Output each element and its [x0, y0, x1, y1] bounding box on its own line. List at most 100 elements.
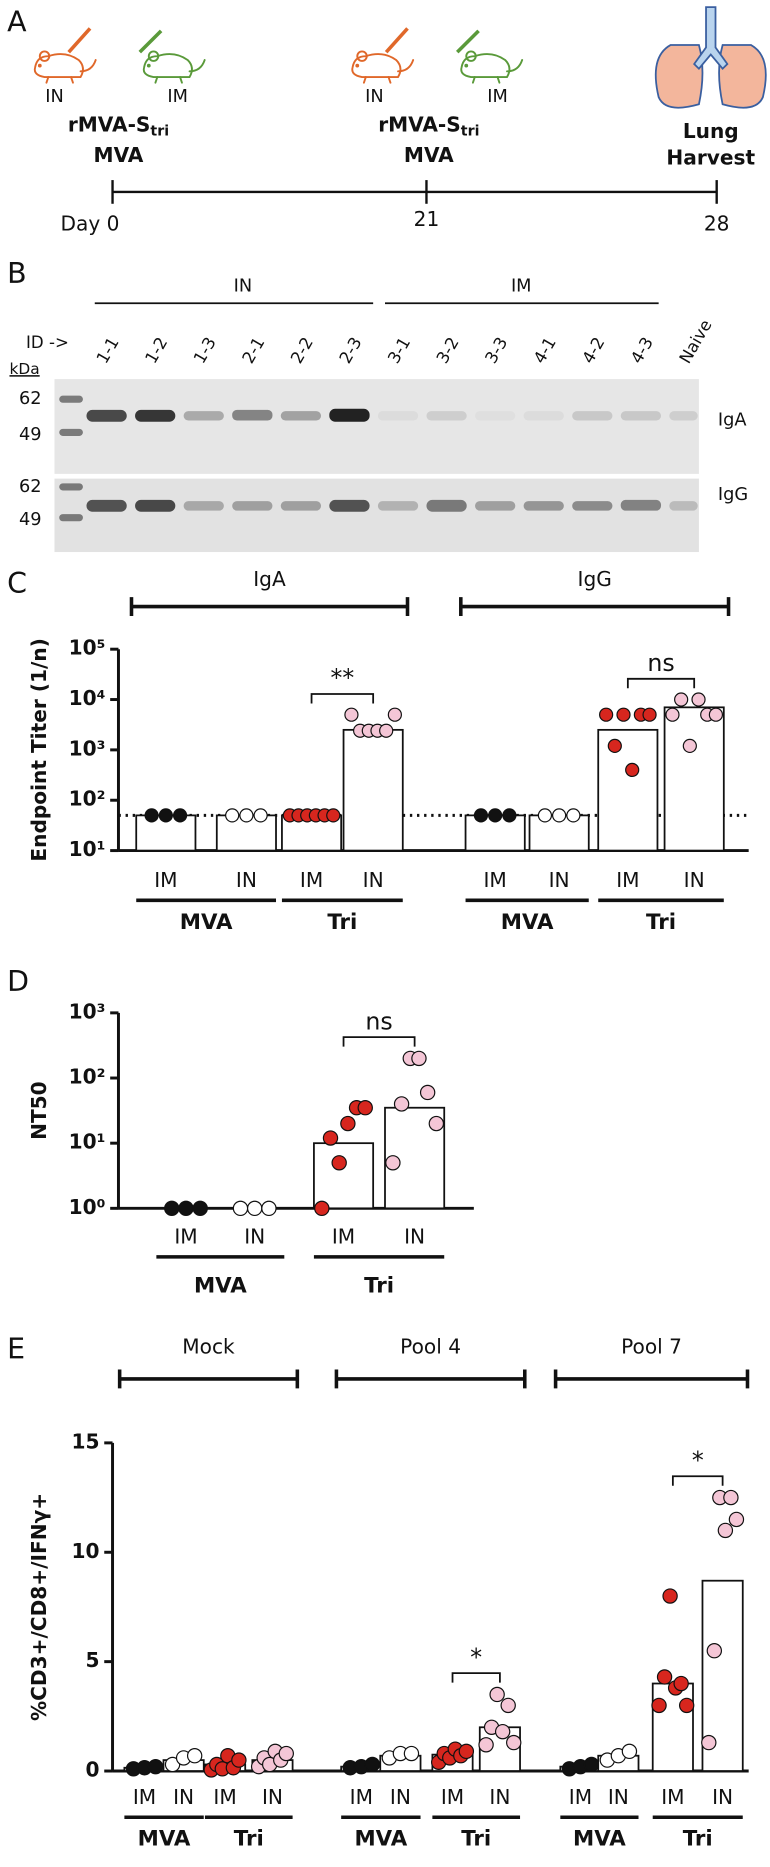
route-label: IM [487, 87, 508, 107]
group-label: MVA [194, 1274, 247, 1299]
data-point [428, 1115, 445, 1132]
chart-panel: E %CD3+/CD8+/IFNγ+ 0 5 10 15 IM IN IM IN IM IN IM IN I… [7, 1332, 750, 1852]
data-point [147, 1758, 164, 1775]
data-point [621, 1743, 638, 1760]
data-point [253, 808, 268, 823]
timeline-label: Day 0 [61, 212, 120, 236]
harvest-label: Lung [683, 119, 739, 143]
significance-label: * [692, 1447, 704, 1475]
data-point [158, 808, 173, 823]
marker-label: 49 [19, 510, 42, 530]
x-tick-label: IM [154, 868, 177, 892]
x-tick-label: IM [133, 1785, 156, 1809]
panel-label: E [7, 1332, 25, 1365]
lane-label: 4-2 [578, 334, 608, 367]
lane-label: 2-2 [287, 334, 317, 367]
ladder [59, 395, 83, 522]
data-point [473, 808, 489, 823]
group-label: Tri [234, 1827, 264, 1852]
data-point [246, 1200, 263, 1217]
y-axis-title: Endpoint Titer (1/n) [27, 638, 51, 861]
data-point [662, 1588, 678, 1604]
x-tick-label: IM [441, 1785, 464, 1809]
timeline-label: 21 [414, 207, 440, 231]
data-point [552, 808, 567, 823]
chart-panel: C Endpoint Titer (1/n) 10¹ 10² 10³ 10⁴ 10⁵ IM IN… [7, 567, 749, 935]
y-tick-label: 10¹ [69, 837, 106, 861]
lane-label: Naive [676, 316, 716, 366]
bands-igg [86, 499, 698, 512]
x-tick-label: IN [244, 1224, 265, 1248]
route-label: IM [167, 87, 188, 107]
x-tick-label: IN [684, 868, 705, 892]
significance-bracket [342, 1036, 416, 1047]
lane-label: 2-1 [238, 334, 268, 367]
top-bracket [117, 1369, 300, 1389]
significance-label: * [470, 1643, 482, 1671]
x-tick-label: IM [661, 1785, 684, 1809]
x-tick-label: IN [608, 1785, 629, 1809]
x-tick-label: IN [363, 868, 384, 892]
data-point [225, 808, 240, 823]
data-point [673, 1675, 689, 1692]
top-label: Pool 7 [621, 1335, 682, 1359]
x-tick-label: IN [173, 1785, 194, 1809]
group-label: Tri [646, 910, 676, 935]
control-label: MVA [404, 143, 454, 167]
blot-group-label: IN [234, 277, 253, 297]
panel-a: A IN IM rMVA-Stri MVA IN IM rMVA-Stri MV… [7, 6, 767, 236]
mouse-icon-in [33, 50, 97, 84]
group-label: MVA [501, 910, 554, 935]
x-tick-label: IM [300, 868, 323, 892]
significance-bracket [671, 1475, 724, 1486]
charts: C Endpoint Titer (1/n) 10¹ 10² 10³ 10⁴ 10⁵ IM IN… [7, 567, 750, 1852]
data-point [717, 1522, 734, 1539]
data-point [344, 707, 359, 722]
data-point [723, 1489, 739, 1506]
lane-label: 4-1 [530, 334, 560, 367]
data-point [340, 1115, 356, 1132]
data-point [385, 1155, 401, 1171]
data-point [665, 707, 680, 722]
data-point [642, 707, 657, 722]
mouse-icon-im [142, 50, 206, 84]
data-point [625, 762, 640, 778]
panel-label: B [7, 257, 27, 290]
x-tick-label: IM [616, 868, 639, 892]
data-point [164, 1200, 180, 1217]
top-bracket [553, 1369, 750, 1389]
y-tick-label: 10 [71, 1539, 99, 1563]
significance-bracket [310, 693, 375, 704]
kda-label: kDa [9, 360, 39, 378]
lung-icon [654, 6, 767, 109]
data-point [691, 692, 706, 707]
data-point [478, 1737, 494, 1753]
significance-label: ns [365, 1007, 392, 1035]
data-point [326, 808, 341, 823]
vaccine-label: rMVA-Stri [68, 112, 169, 139]
bar [464, 814, 526, 852]
top-label: IgG [578, 567, 612, 591]
significance-label: ** [331, 664, 355, 692]
top-bracket [334, 1369, 527, 1389]
harvest-label: Harvest [666, 145, 755, 169]
y-tick-label: 10⁰ [69, 1195, 106, 1219]
data-point [566, 808, 581, 823]
x-tick-label: IN [489, 1785, 510, 1809]
top-label: IgA [253, 567, 286, 591]
dropper-icon [67, 27, 92, 54]
data-point [232, 1200, 249, 1217]
marker-label: 49 [19, 425, 42, 445]
vaccine-subscript: tri [461, 124, 480, 140]
data-point [678, 1697, 695, 1714]
data-point [231, 1752, 247, 1768]
bar [597, 728, 659, 852]
group-label: Tri [683, 1827, 713, 1852]
vaccine-label: rMVA-Stri [378, 112, 479, 139]
data-point [651, 1697, 667, 1714]
panel-label: D [7, 965, 29, 998]
x-tick-label: IN [262, 1785, 283, 1809]
y-tick-label: 10² [69, 1065, 106, 1089]
